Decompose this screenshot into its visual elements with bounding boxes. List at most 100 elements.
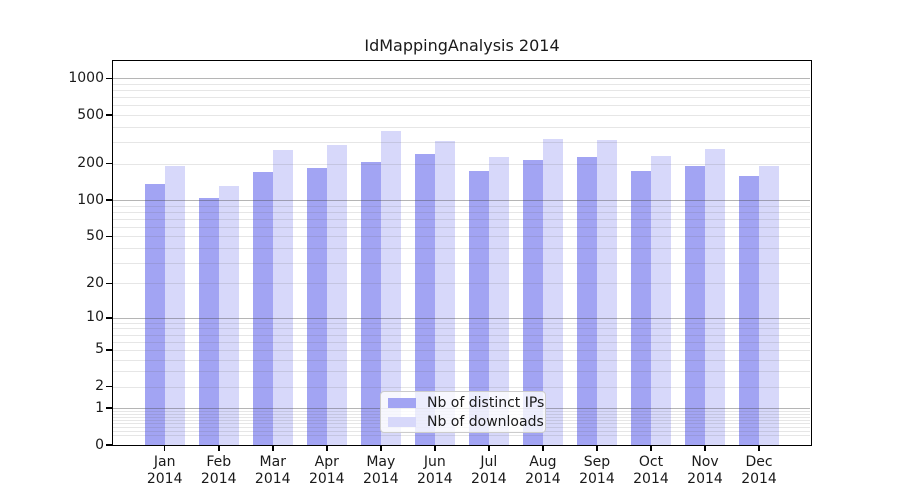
distinct-ips-bar-jul — [468, 171, 489, 445]
x-tick-mark — [704, 445, 706, 451]
y-tick-label: 50 — [86, 227, 104, 244]
y-tick-mark — [106, 385, 113, 388]
x-tick-label: Sep 2014 — [579, 454, 615, 487]
major-gridline — [113, 317, 810, 319]
minor-gridline — [113, 97, 810, 99]
x-tick-mark — [380, 445, 382, 451]
downloads-bar-dec — [759, 165, 780, 445]
y-tick-mark — [106, 162, 113, 165]
minor-gridline — [113, 262, 810, 264]
x-tick-mark — [488, 445, 490, 451]
downloads-bar-mar — [272, 149, 293, 445]
y-tick-mark — [106, 114, 113, 116]
minor-gridline — [113, 218, 810, 220]
y-tick-label: 2 — [95, 378, 104, 395]
y-tick-mark — [106, 349, 113, 351]
legend: Nb of distinct IPs Nb of downloads — [380, 391, 546, 433]
minor-gridline — [113, 236, 810, 238]
x-tick-label: Dec 2014 — [741, 454, 777, 487]
y-tick-label: 1000 — [68, 69, 104, 86]
distinct-ips-bar-jan — [144, 184, 165, 445]
minor-gridline — [113, 126, 810, 128]
distinct-ips-bar-sep — [576, 157, 597, 445]
y-tick-mark — [106, 316, 113, 319]
x-tick-mark — [217, 445, 220, 451]
distinct-ips-bar-mar — [252, 172, 273, 445]
legend-item-distinct-ips: Nb of distinct IPs — [388, 395, 544, 411]
downloads-bar-apr — [326, 144, 347, 445]
minor-gridline — [113, 435, 810, 437]
x-tick-mark — [542, 445, 544, 451]
x-tick-mark — [163, 445, 166, 451]
downloads-bar-jun — [434, 141, 455, 445]
downloads-bar-oct — [650, 155, 671, 445]
minor-gridline — [113, 142, 810, 144]
minor-gridline — [113, 349, 810, 351]
x-tick-label: Mar 2014 — [254, 454, 291, 487]
minor-gridline — [113, 211, 810, 213]
distinct-ips-bar-oct — [630, 170, 651, 445]
minor-gridline — [113, 83, 810, 85]
downloads-bar-aug — [542, 139, 563, 445]
downloads-swatch-icon — [388, 416, 416, 427]
legend-label-distinct-ips: Nb of distinct IPs — [427, 394, 545, 411]
minor-gridline — [113, 247, 810, 249]
x-tick-label: Aug 2014 — [525, 454, 561, 487]
minor-gridline — [113, 105, 810, 107]
y-tick-mark — [106, 77, 113, 80]
minor-gridline — [113, 328, 810, 330]
y-tick-mark — [106, 407, 113, 409]
minor-gridline — [113, 322, 810, 324]
distinct-ips-bar-nov — [685, 165, 705, 445]
y-tick-label: 200 — [77, 155, 104, 171]
y-tick-label: 500 — [77, 106, 104, 123]
downloads-bar-jan — [164, 166, 185, 445]
minor-gridline — [113, 205, 810, 207]
distinct-ips-bar-aug — [522, 159, 543, 445]
distinct-ips-bar-may — [360, 161, 381, 445]
distinct-ips-swatch-icon — [388, 397, 416, 408]
legend-item-downloads: Nb of downloads — [388, 414, 544, 430]
x-tick-label: Apr 2014 — [308, 454, 345, 487]
y-tick-mark — [106, 444, 113, 446]
x-tick-label: Nov 2014 — [687, 454, 723, 487]
y-tick-label: 0 — [95, 436, 104, 453]
legend-label-downloads: Nb of downloads — [427, 413, 544, 430]
minor-gridline — [113, 371, 810, 373]
y-tick-label: 10 — [86, 309, 104, 326]
x-tick-label: Jul 2014 — [471, 454, 507, 487]
x-tick-mark — [325, 445, 328, 451]
minor-gridline — [113, 386, 810, 388]
y-tick-label: 20 — [86, 274, 104, 291]
y-tick-label: 100 — [77, 191, 104, 208]
downloads-bar-sep — [596, 140, 617, 445]
x-tick-mark — [650, 445, 652, 451]
x-tick-label: Feb 2014 — [200, 454, 237, 487]
x-tick-mark — [758, 445, 760, 451]
minor-gridline — [113, 283, 810, 285]
downloads-bar-may — [380, 131, 401, 445]
downloads-bar-jul — [488, 157, 509, 445]
major-gridline — [113, 200, 810, 202]
x-tick-label: May 2014 — [362, 454, 399, 487]
minor-gridline — [113, 90, 810, 92]
distinct-ips-bar-apr — [306, 167, 327, 445]
distinct-ips-bar-dec — [739, 175, 760, 445]
distinct-ips-bar-jun — [414, 154, 435, 445]
y-tick-mark — [106, 282, 113, 285]
x-tick-mark — [596, 445, 598, 451]
x-tick-label: Jun 2014 — [417, 454, 453, 487]
x-tick-label: Jan 2014 — [146, 454, 183, 487]
minor-gridline — [113, 163, 810, 165]
minor-gridline — [113, 341, 810, 343]
minor-gridline — [113, 115, 810, 117]
major-gridline — [113, 78, 810, 80]
y-tick-label: 1 — [95, 399, 104, 416]
downloads-bar-feb — [218, 186, 239, 445]
x-tick-mark — [271, 445, 274, 451]
minor-gridline — [113, 334, 810, 336]
minor-gridline — [113, 226, 810, 228]
chart-title: IdMappingAnalysis 2014 — [364, 36, 560, 55]
y-tick-mark — [106, 235, 113, 238]
